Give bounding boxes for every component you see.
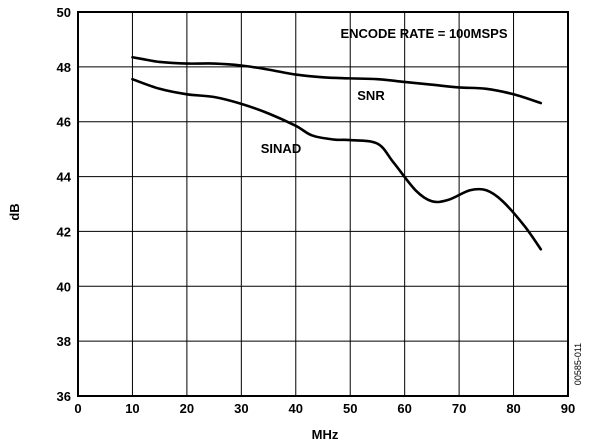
x-tick-label: 80 (506, 401, 520, 416)
series-line-snr (131, 55, 543, 105)
grid (78, 12, 568, 396)
y-tick-label: 42 (57, 224, 71, 239)
x-tick-label: 30 (234, 401, 248, 416)
annotation-snr: SNR (357, 88, 385, 103)
annotation-sinad: SINAD (261, 141, 301, 156)
series-line-sinad (131, 77, 543, 251)
y-tick-label: 48 (57, 60, 71, 75)
x-tick-label: 90 (561, 401, 575, 416)
y-tick-label: 40 (57, 279, 71, 294)
y-tick-label: 36 (57, 389, 71, 404)
y-tick-label: 44 (57, 170, 72, 185)
figure-id: 00585-011 (573, 343, 583, 385)
series-layer (131, 55, 543, 251)
x-tick-label: 0 (74, 401, 81, 416)
x-tick-label: 50 (343, 401, 357, 416)
y-tick-label: 38 (57, 334, 71, 349)
x-tick-label: 10 (125, 401, 139, 416)
y-tick-label: 46 (57, 115, 71, 130)
annotation-encode-rate: ENCODE RATE = 100MSPS (340, 26, 507, 41)
tick-labels: 0 10 20 30 40 50 60 70 80 90 36 38 40 42 44 46 48 50 (57, 5, 576, 416)
x-tick-label: 40 (289, 401, 303, 416)
x-tick-label: 70 (452, 401, 466, 416)
y-tick-label: 50 (57, 5, 71, 20)
x-tick-label: 60 (397, 401, 411, 416)
x-tick-label: 20 (180, 401, 194, 416)
plot-frame (77, 11, 569, 397)
y-axis-title: dB (7, 203, 22, 220)
x-axis-title: MHz (312, 427, 339, 442)
